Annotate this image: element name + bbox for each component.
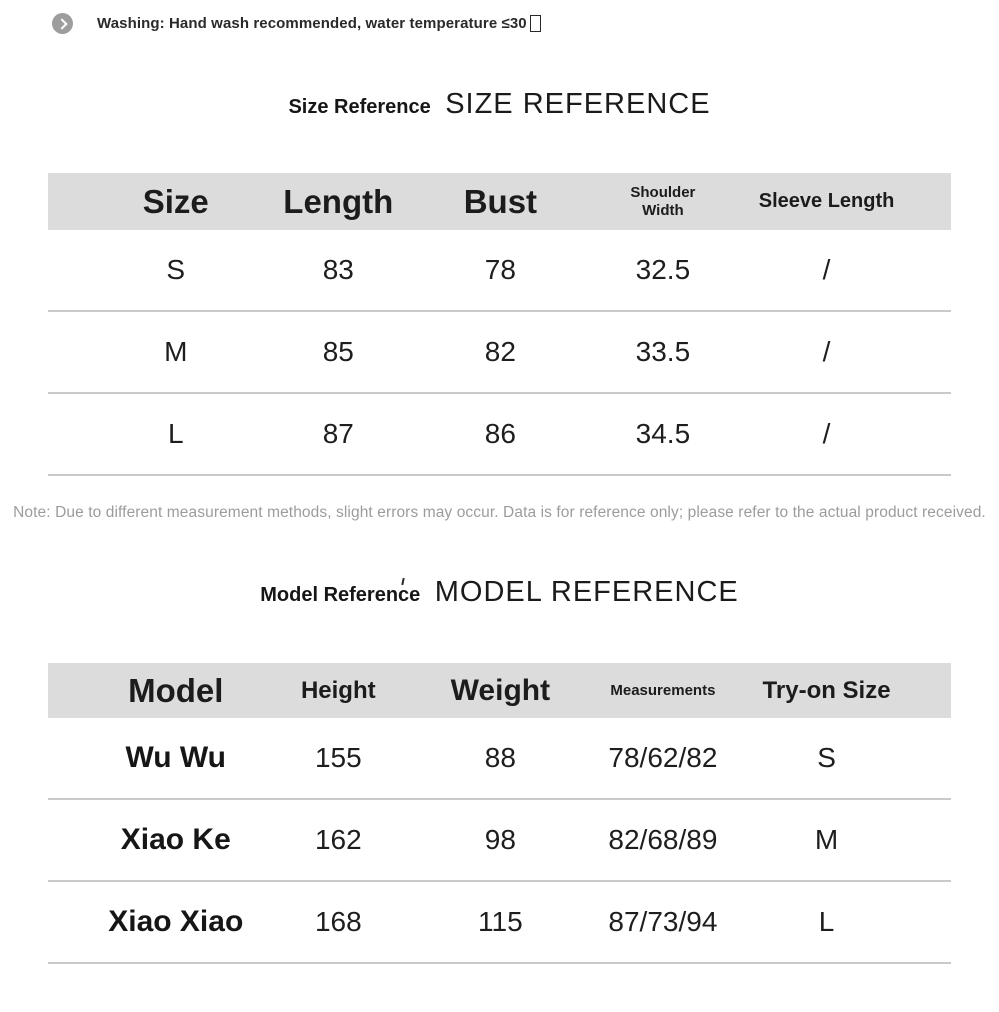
model-name-cell: Wu Wu bbox=[125, 741, 227, 774]
size-cell: M bbox=[164, 336, 188, 367]
missing-glyph-box bbox=[529, 15, 541, 32]
tryon-size-cell: S bbox=[817, 742, 836, 773]
washing-note-text: Washing: Hand wash recommended, water te… bbox=[97, 15, 527, 32]
washing-note-row: Washing: Hand wash recommended, water te… bbox=[52, 13, 541, 34]
size-title-caps: SIZE REFERENCE bbox=[445, 88, 711, 120]
shoulder-width-cell: 34.5 bbox=[635, 418, 691, 449]
measurements-cell: 82/68/89 bbox=[608, 824, 718, 855]
model-name-cell: Xiao Ke bbox=[120, 823, 231, 856]
height-cell: 168 bbox=[314, 906, 362, 937]
model-table-row: Xiao Ke 162 98 82/68/89 M bbox=[48, 800, 951, 882]
size-reference-table: Size Length Bust Shoulder Width Sleeve L… bbox=[48, 173, 951, 476]
size-cell: L bbox=[167, 418, 184, 449]
height-cell: 162 bbox=[314, 824, 362, 855]
bust-cell: 78 bbox=[484, 254, 516, 285]
model-table-row: Wu Wu 155 88 78/62/82 S bbox=[48, 718, 951, 800]
length-cell: 85 bbox=[322, 336, 354, 367]
size-cell: S bbox=[166, 254, 186, 285]
bust-cell: 82 bbox=[484, 336, 516, 367]
model-table-header: Model Height Weight Measurements Try-on … bbox=[48, 663, 951, 718]
bust-cell: 86 bbox=[484, 418, 516, 449]
measurements-cell: 78/62/82 bbox=[608, 742, 718, 773]
sleeve-length-cell: / bbox=[822, 418, 831, 449]
size-title-bold: Size Reference bbox=[288, 96, 431, 118]
measurement-note: Note: Due to different measurement metho… bbox=[13, 504, 986, 521]
model-table-row: Xiao Xiao 168 115 87/73/94 L bbox=[48, 882, 951, 964]
model-table-header-measurements: Measurements bbox=[610, 682, 716, 699]
chevron-right-icon bbox=[52, 13, 73, 34]
size-section-title: Size Reference SIZE REFERENCE bbox=[0, 88, 999, 121]
tryon-size-cell: L bbox=[818, 906, 835, 937]
model-title-caps: MODEL REFERENCE bbox=[434, 576, 739, 608]
model-table-header-height: Height bbox=[300, 676, 376, 704]
model-table-header-weight: Weight bbox=[450, 673, 551, 707]
model-title-bold: Model Reference bbox=[260, 584, 421, 606]
size-table-header-sleeve-length: Sleeve Length bbox=[758, 190, 895, 212]
size-table-header-length: Length bbox=[283, 182, 394, 220]
measurements-cell: 87/73/94 bbox=[608, 906, 718, 937]
length-cell: 83 bbox=[322, 254, 354, 285]
model-table-header-tryon-size: Try-on Size bbox=[762, 676, 891, 704]
size-table-header-shoulder-width: Shoulder Width bbox=[630, 183, 696, 219]
shoulder-width-cell: 33.5 bbox=[635, 336, 691, 367]
length-cell: 87 bbox=[322, 418, 354, 449]
size-table-header-bust: Bust bbox=[463, 182, 538, 220]
size-table-row-s: S 83 78 32.5 / bbox=[48, 230, 951, 312]
sleeve-length-cell: / bbox=[822, 254, 831, 285]
weight-cell: 115 bbox=[478, 906, 523, 937]
sleeve-length-cell: / bbox=[822, 336, 831, 367]
size-table-row-m: M 85 82 33.5 / bbox=[48, 312, 951, 394]
model-section-title: Model Reference MODEL REFERENCE bbox=[0, 576, 999, 609]
model-name-cell: Xiao Xiao bbox=[108, 905, 244, 938]
height-cell: 155 bbox=[314, 742, 362, 773]
shoulder-width-cell: 32.5 bbox=[635, 254, 691, 285]
weight-cell: 98 bbox=[484, 824, 516, 855]
tryon-size-cell: M bbox=[814, 824, 839, 855]
model-reference-table: Model Height Weight Measurements Try-on … bbox=[48, 663, 951, 964]
size-table-row-l: L 87 86 34.5 / bbox=[48, 394, 951, 476]
weight-cell: 88 bbox=[484, 742, 516, 773]
size-table-header-size: Size bbox=[142, 182, 209, 220]
size-table-header: Size Length Bust Shoulder Width Sleeve L… bbox=[48, 173, 951, 230]
model-table-header-model: Model bbox=[128, 671, 224, 709]
